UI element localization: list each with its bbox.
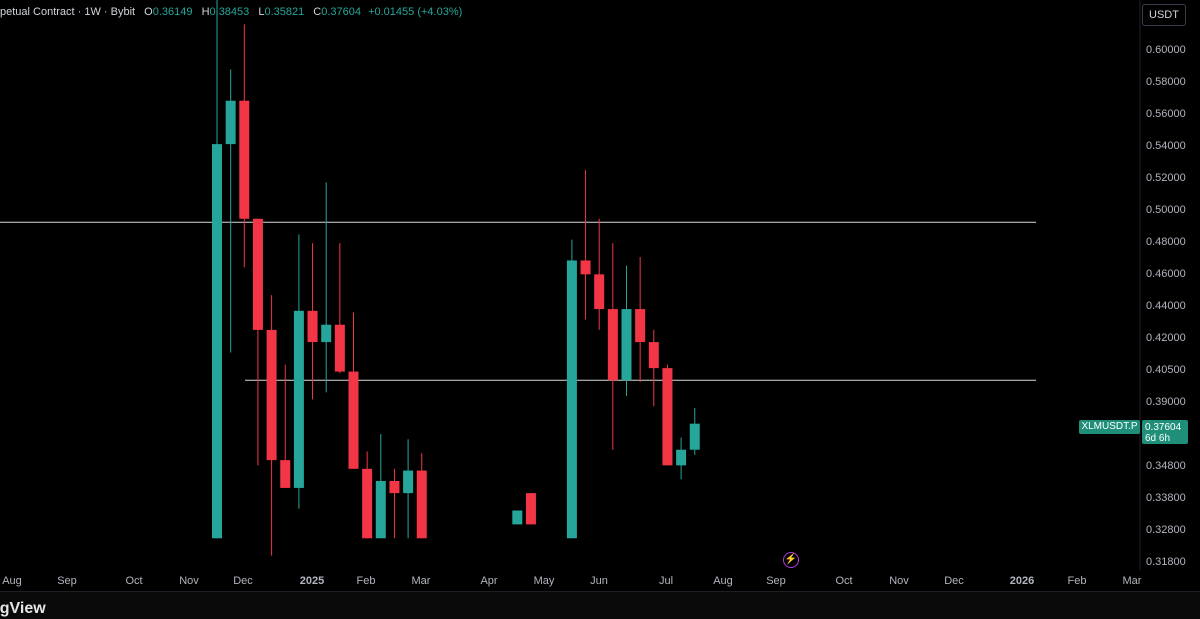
y-tick-label: 0.58000 <box>1146 76 1186 88</box>
x-tick-label: Dec <box>233 575 253 587</box>
candle-body-up <box>403 470 414 494</box>
y-tick-label: 0.40500 <box>1146 364 1186 376</box>
y-tick-label: 0.32800 <box>1146 524 1186 536</box>
candle-body-down <box>635 309 646 343</box>
candle-body-down <box>266 329 277 461</box>
last-price: 0.37604 <box>1145 422 1182 433</box>
x-tick-label: 2025 <box>300 575 324 587</box>
y-tick-label: 0.60000 <box>1146 44 1186 56</box>
candle-body-up <box>566 260 577 539</box>
candle-body-down <box>362 468 373 539</box>
candle-body-down <box>307 310 318 343</box>
candle-body-down <box>389 480 400 494</box>
y-tick-label: 0.54000 <box>1146 140 1186 152</box>
candle-body-down <box>662 368 673 466</box>
candle-body-up <box>621 309 632 381</box>
close-value: 0.37604 <box>321 6 362 18</box>
x-tick-label: Mar <box>1123 575 1142 587</box>
candle-body-up <box>375 480 386 539</box>
candle-body-down <box>607 309 618 381</box>
x-tick-label: 2026 <box>1010 575 1034 587</box>
lightning-bolt-icon[interactable]: ⚡ <box>783 552 799 568</box>
candle-body-down <box>580 260 591 275</box>
candle-body-up <box>293 310 304 488</box>
candle-body-up <box>321 324 332 343</box>
candle-body-down <box>280 460 291 488</box>
x-tick-label: May <box>534 575 555 587</box>
symbol-price-tag: XLMUSDT.P <box>1079 420 1140 434</box>
footer-bar: ngView <box>0 591 1200 619</box>
x-tick-label: Aug <box>713 575 733 587</box>
y-tick-label: 0.31800 <box>1146 556 1186 568</box>
x-tick-label: Dec <box>944 575 964 587</box>
candle-body-up <box>212 144 222 539</box>
x-tick-label: Oct <box>125 575 142 587</box>
y-tick-label: 0.39000 <box>1146 396 1186 408</box>
symbol-title: petual Contract · 1W · Bybit <box>0 6 136 18</box>
candle-body-down <box>348 371 359 469</box>
x-tick-label: Jun <box>590 575 608 587</box>
open-value: 0.36149 <box>152 6 193 18</box>
change-value: +0.01455 (+4.03%) <box>368 6 463 18</box>
x-tick-label: Nov <box>889 575 909 587</box>
currency-unit-button[interactable]: USDT <box>1142 4 1186 26</box>
ohlc-legend: petual Contract · 1W · Bybit O0.36149 H0… <box>0 6 462 18</box>
candle-body-down <box>416 470 427 539</box>
open-label: O <box>144 6 153 18</box>
bar-countdown: 6d 6h <box>1145 433 1171 444</box>
x-tick-label: Feb <box>1068 575 1087 587</box>
candle-body-up <box>689 423 700 450</box>
candle-body-down <box>648 342 659 369</box>
candle-body-down <box>334 324 345 372</box>
y-tick-label: 0.56000 <box>1146 108 1186 120</box>
candle-body-down <box>239 100 250 219</box>
x-tick-label: Jul <box>659 575 673 587</box>
x-tick-label: Nov <box>179 575 199 587</box>
low-value: 0.35821 <box>264 6 305 18</box>
y-tick-label: 0.48000 <box>1146 236 1186 248</box>
x-tick-label: Sep <box>766 575 786 587</box>
y-tick-label: 0.52000 <box>1146 172 1186 184</box>
y-tick-label: 0.33800 <box>1146 492 1186 504</box>
candle-body-down <box>594 274 605 310</box>
close-label: C <box>313 6 322 18</box>
x-tick-label: Aug <box>2 575 22 587</box>
y-tick-label: 0.42000 <box>1146 332 1186 344</box>
y-tick-label: 0.44000 <box>1146 300 1186 312</box>
x-tick-label: Apr <box>480 575 497 587</box>
high-value: 0.38453 <box>209 6 250 18</box>
brand-logo-text: ngView <box>0 600 46 617</box>
candle-body-up <box>225 100 236 145</box>
x-tick-label: Feb <box>357 575 376 587</box>
candle-body-up <box>512 510 523 525</box>
low-label: L <box>258 6 265 18</box>
candle-body-down <box>252 218 263 330</box>
y-tick-label: 0.34800 <box>1146 460 1186 472</box>
x-tick-label: Oct <box>835 575 852 587</box>
y-tick-label: 0.46000 <box>1146 268 1186 280</box>
candle-body-up <box>676 449 687 466</box>
last-price-tag: 0.37604 6d 6h <box>1142 420 1188 444</box>
high-label: H <box>201 6 210 18</box>
x-tick-label: Sep <box>57 575 77 587</box>
candle-body-down <box>525 493 536 525</box>
price-chart[interactable]: 0.60000 0.58000 0.56000 0.54000 0.52000 0.500… <box>0 0 1200 591</box>
x-tick-label: Mar <box>412 575 431 587</box>
y-tick-label: 0.50000 <box>1146 204 1186 216</box>
